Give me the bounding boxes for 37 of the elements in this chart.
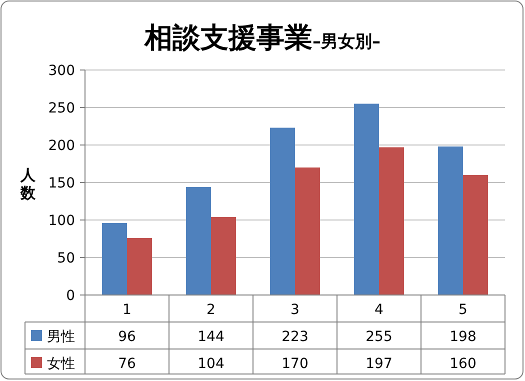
- data-label: 170: [282, 356, 308, 372]
- y-tick-label: 300: [48, 63, 75, 79]
- data-label: 198: [450, 329, 476, 345]
- x-tick-label: 1: [122, 302, 132, 318]
- data-label: 96: [118, 329, 136, 345]
- data-label: 144: [198, 329, 224, 345]
- y-tick-label: 250: [48, 100, 75, 116]
- chart-subtitle: –男女別–: [312, 32, 380, 52]
- chart-title: 相談支援事業: [144, 21, 312, 54]
- x-tick-label: 3: [290, 302, 300, 318]
- bar: [295, 168, 320, 295]
- bar: [463, 175, 488, 295]
- data-label: 104: [198, 356, 224, 372]
- data-label: 223: [282, 329, 308, 345]
- y-tick-label: 150: [48, 176, 75, 192]
- bar: [379, 147, 404, 295]
- data-label: 255: [366, 329, 392, 345]
- x-tick-label: 2: [206, 302, 216, 318]
- data-label: 197: [366, 356, 392, 372]
- bar: [354, 104, 379, 295]
- bar: [211, 217, 236, 295]
- bar: [102, 223, 127, 295]
- y-tick-label: 100: [48, 213, 75, 229]
- bar: [127, 238, 152, 295]
- y-tick-label: 0: [66, 288, 75, 304]
- legend-label: 男性: [47, 329, 75, 345]
- y-axis-title: 人数: [20, 166, 36, 202]
- data-label: 76: [118, 356, 136, 372]
- y-tick-label: 200: [48, 138, 75, 154]
- x-tick-label: 4: [374, 302, 384, 318]
- x-tick-label: 5: [458, 302, 468, 318]
- bar: [438, 146, 463, 295]
- y-tick-label: 50: [57, 250, 75, 266]
- legend-label: 女性: [47, 356, 75, 372]
- bar: [270, 128, 295, 295]
- data-label: 160: [450, 356, 476, 372]
- bar: [186, 187, 211, 295]
